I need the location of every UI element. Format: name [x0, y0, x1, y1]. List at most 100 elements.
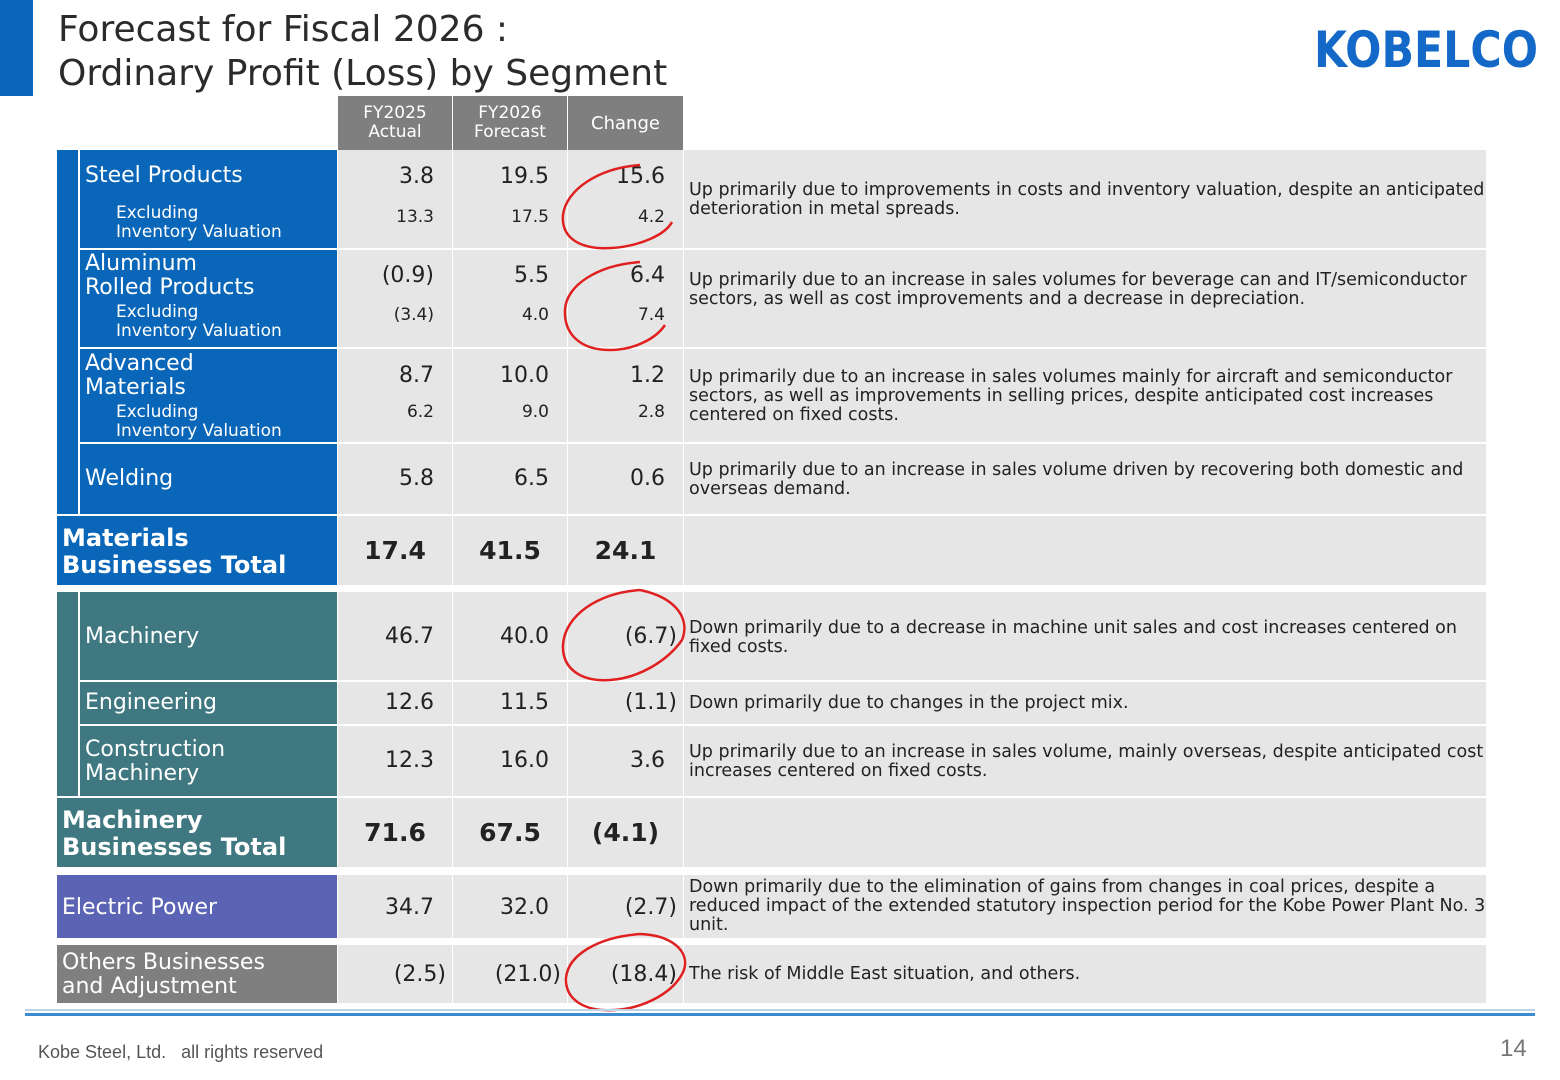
aluminum-forecast: 5.5 — [514, 263, 549, 288]
steel-ex-change: 4.2 — [637, 207, 665, 227]
materials-total-forecast: 41.5 — [453, 516, 567, 585]
advanced-values-forecast: 10.0 9.0 — [453, 349, 567, 442]
advanced-change: 1.2 — [630, 363, 665, 388]
engineering-forecast: 11.5 — [453, 682, 567, 724]
engineering-change: (1.1) — [568, 682, 683, 724]
materials-total-description — [684, 516, 1486, 585]
steel-ex-forecast: 17.5 — [511, 207, 549, 227]
materials-group-bg — [57, 150, 337, 585]
footer-divider-light — [25, 1009, 1535, 1011]
materials-indent-line — [78, 150, 80, 516]
construction-description: Up primarily due to an increase in sales… — [684, 726, 1486, 796]
machinery-group-bg — [57, 592, 337, 867]
footer-copyright: Kobe Steel, Ltd. all rights reserved — [38, 1042, 324, 1062]
electric-actual: 34.7 — [338, 875, 452, 938]
others-description: The risk of Middle East situation, and o… — [684, 945, 1486, 1003]
steel-change: 15.6 — [616, 164, 665, 189]
welding-actual: 5.8 — [338, 444, 452, 514]
aluminum-label: Aluminum Rolled Products — [85, 251, 255, 300]
header-fy2025-actual: FY2025 Actual — [338, 96, 452, 150]
advanced-ex-actual: 6.2 — [406, 402, 434, 422]
others-change: (18.4) — [568, 945, 683, 1003]
engineering-label: Engineering — [85, 690, 217, 715]
aluminum-actual: (0.9) — [381, 263, 434, 288]
steel-excluding-label: Excluding Inventory Valuation — [116, 203, 282, 242]
divider — [80, 248, 337, 250]
page-number: 14 — [1500, 1035, 1527, 1062]
footer-divider — [25, 1013, 1535, 1016]
kobelco-logo: KOBELCO — [1314, 21, 1538, 74]
machinery-total-description — [684, 798, 1486, 867]
title-line-1: Forecast for Fiscal 2026 : — [58, 9, 509, 50]
aluminum-excluding-label: Excluding Inventory Valuation — [116, 302, 282, 341]
advanced-materials-label: Advanced Materials — [85, 351, 194, 400]
divider — [80, 680, 337, 682]
machinery-change: (6.7) — [568, 592, 683, 680]
machinery-total-change: (4.1) — [568, 798, 683, 867]
divider — [57, 796, 337, 798]
header-fy2026-forecast: FY2026 Forecast — [453, 96, 567, 150]
steel-forecast: 19.5 — [500, 164, 549, 189]
advanced-ex-forecast: 9.0 — [521, 402, 549, 422]
advanced-values-actual: 8.7 6.2 — [338, 349, 452, 442]
steel-ex-actual: 13.3 — [396, 207, 434, 227]
page-title: Forecast for Fiscal 2026 : Ordinary Prof… — [58, 8, 667, 96]
construction-actual: 12.3 — [338, 726, 452, 796]
aluminum-ex-forecast: 4.0 — [521, 305, 549, 325]
divider — [80, 347, 337, 349]
construction-change: 3.6 — [568, 726, 683, 796]
title-line-2: Ordinary Profit (Loss) by Segment — [58, 53, 668, 94]
machinery-description: Down primarily due to a decrease in mach… — [684, 592, 1486, 680]
machinery-actual: 46.7 — [338, 592, 452, 680]
construction-machinery-label: Construction Machinery — [85, 737, 226, 786]
title-accent-bar — [0, 0, 33, 96]
steel-values-actual: 3.8 13.3 — [338, 150, 452, 248]
divider — [80, 442, 337, 444]
electric-description: Down primarily due to the elimination of… — [684, 875, 1486, 938]
machinery-indent-line — [78, 592, 80, 797]
steel-actual: 3.8 — [399, 164, 434, 189]
materials-total-actual: 17.4 — [338, 516, 452, 585]
engineering-actual: 12.6 — [338, 682, 452, 724]
materials-total-label: Materials Businesses Total — [62, 524, 287, 579]
electric-change: (2.7) — [568, 875, 683, 938]
others-forecast: (21.0) — [453, 945, 567, 1003]
logo-text: KOBELCO — [1314, 21, 1538, 74]
aluminum-change: 6.4 — [630, 263, 665, 288]
steel-description: Up primarily due to improvements in cost… — [684, 150, 1486, 248]
construction-forecast: 16.0 — [453, 726, 567, 796]
engineering-description: Down primarily due to changes in the pro… — [684, 682, 1486, 724]
advanced-forecast: 10.0 — [500, 363, 549, 388]
materials-total-change: 24.1 — [568, 516, 683, 585]
machinery-total-label: Machinery Businesses Total — [62, 806, 287, 861]
steel-values-change: 15.6 4.2 — [568, 150, 683, 248]
aluminum-ex-change: 7.4 — [637, 305, 665, 325]
divider — [80, 724, 337, 726]
advanced-excluding-label: Excluding Inventory Valuation — [116, 402, 282, 441]
steel-values-forecast: 19.5 17.5 — [453, 150, 567, 248]
machinery-label: Machinery — [85, 624, 200, 649]
aluminum-values-change: 6.4 7.4 — [568, 250, 683, 347]
others-label: Others Businesses and Adjustment — [57, 945, 337, 1003]
welding-description: Up primarily due to an increase in sales… — [684, 444, 1486, 514]
welding-label: Welding — [85, 466, 174, 491]
machinery-total-forecast: 67.5 — [453, 798, 567, 867]
electric-forecast: 32.0 — [453, 875, 567, 938]
aluminum-values-forecast: 5.5 4.0 — [453, 250, 567, 347]
aluminum-values-actual: (0.9) (3.4) — [338, 250, 452, 347]
machinery-forecast: 40.0 — [453, 592, 567, 680]
advanced-description: Up primarily due to an increase in sales… — [684, 349, 1486, 442]
divider — [57, 514, 337, 516]
header-change: Change — [568, 96, 683, 150]
welding-forecast: 6.5 — [453, 444, 567, 514]
aluminum-ex-actual: (3.4) — [393, 305, 434, 325]
steel-products-label: Steel Products — [85, 163, 243, 188]
others-actual: (2.5) — [338, 945, 452, 1003]
electric-power-label: Electric Power — [57, 875, 337, 938]
advanced-ex-change: 2.8 — [637, 402, 665, 422]
machinery-total-actual: 71.6 — [338, 798, 452, 867]
advanced-actual: 8.7 — [399, 363, 434, 388]
advanced-values-change: 1.2 2.8 — [568, 349, 683, 442]
aluminum-description: Up primarily due to an increase in sales… — [684, 250, 1486, 347]
welding-change: 0.6 — [568, 444, 683, 514]
